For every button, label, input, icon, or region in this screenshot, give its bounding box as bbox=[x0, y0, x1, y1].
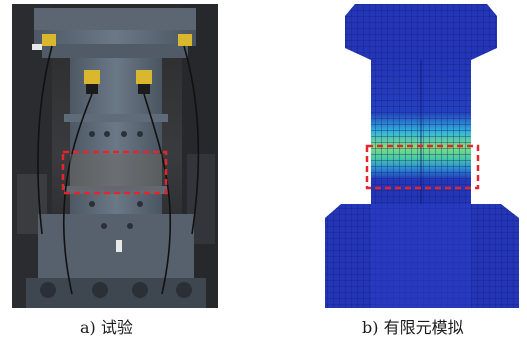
caption-test-letter: a) bbox=[80, 318, 96, 337]
buckling-highlight-box bbox=[61, 150, 168, 195]
caption-fe-text: 有限元模拟 bbox=[383, 318, 464, 337]
fe-model-drawing bbox=[321, 4, 526, 308]
caption-test: a) 试验 bbox=[80, 314, 133, 338]
test-photo-drawing bbox=[12, 4, 218, 308]
caption-test-text: 试验 bbox=[100, 318, 133, 337]
test-photo bbox=[12, 4, 218, 308]
caption-fe: b) 有限元模拟 bbox=[362, 314, 464, 338]
fe-model-plot bbox=[321, 4, 526, 308]
buckling-highlight-box-fe bbox=[365, 144, 480, 190]
caption-fe-letter: b) bbox=[362, 318, 379, 337]
